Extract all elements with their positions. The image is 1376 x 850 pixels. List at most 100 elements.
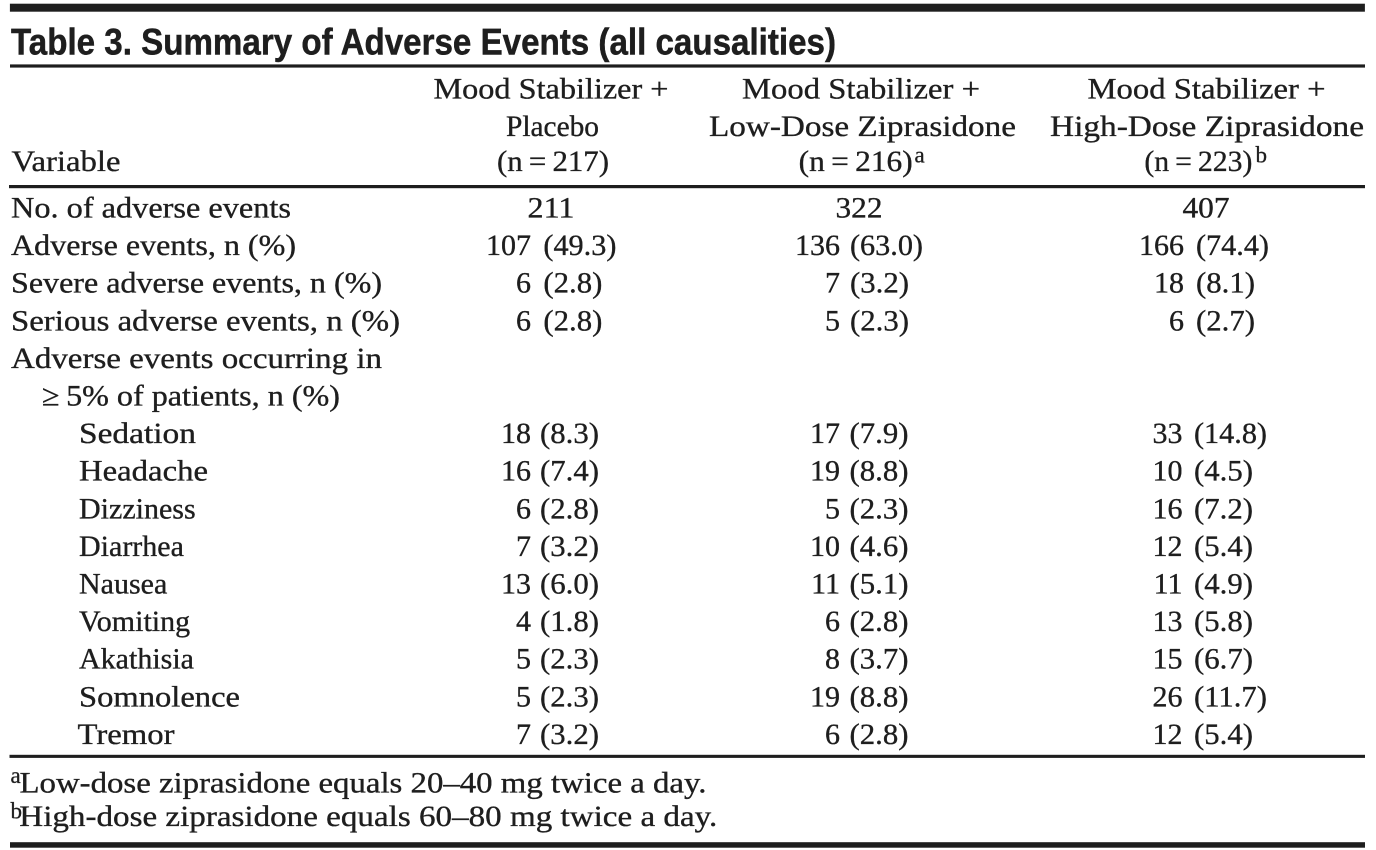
- svg-text:26: 26: [1153, 680, 1183, 713]
- svg-text:(63.0): (63.0): [850, 229, 923, 262]
- svg-text:Mood Stabilizer +: Mood Stabilizer +: [1088, 73, 1326, 106]
- svg-text:Diarrhea: Diarrhea: [79, 530, 184, 563]
- svg-text:(n = 216): (n = 216): [799, 145, 913, 178]
- svg-text:High-dose ziprasidone equals 6: High-dose ziprasidone equals 60–80 mg tw…: [19, 800, 717, 833]
- svg-text:(2.8): (2.8): [540, 492, 599, 525]
- svg-text:6: 6: [516, 267, 531, 300]
- svg-text:(6.7): (6.7): [1194, 643, 1253, 676]
- svg-text:(11.7): (11.7): [1194, 680, 1267, 713]
- svg-text:Serious adverse events, n (%): Serious adverse events, n (%): [11, 304, 400, 337]
- svg-text:19: 19: [810, 680, 840, 713]
- svg-text:4: 4: [516, 605, 531, 638]
- svg-text:(3.2): (3.2): [850, 267, 909, 300]
- svg-text:Nausea: Nausea: [79, 568, 167, 601]
- svg-text:19: 19: [810, 455, 840, 488]
- svg-text:13: 13: [1153, 605, 1183, 638]
- svg-text:(49.3): (49.3): [543, 229, 616, 262]
- svg-text:6: 6: [516, 304, 531, 337]
- svg-text:(8.8): (8.8): [850, 680, 909, 713]
- svg-text:(2.3): (2.3): [850, 304, 909, 337]
- svg-text:Severe adverse events, n (%): Severe adverse events, n (%): [11, 267, 382, 300]
- svg-text:Low-dose ziprasidone equals 20: Low-dose ziprasidone equals 20–40 mg twi…: [20, 767, 707, 800]
- svg-text:(5.1): (5.1): [850, 568, 909, 601]
- svg-text:(2.8): (2.8): [543, 267, 602, 300]
- svg-text:Mood Stabilizer +: Mood Stabilizer +: [434, 73, 669, 106]
- svg-text:(2.8): (2.8): [850, 718, 909, 751]
- svg-text:8: 8: [825, 643, 840, 676]
- svg-text:(2.8): (2.8): [850, 605, 909, 638]
- svg-text:16: 16: [501, 455, 531, 488]
- svg-text:7: 7: [516, 718, 531, 751]
- svg-text:16: 16: [1153, 492, 1183, 525]
- svg-text:(5.4): (5.4): [1194, 718, 1253, 751]
- svg-text:6: 6: [1169, 304, 1184, 337]
- svg-text:b: b: [11, 799, 23, 824]
- svg-text:(n = 217): (n = 217): [497, 145, 609, 178]
- svg-text:(4.6): (4.6): [850, 530, 909, 563]
- svg-text:13: 13: [501, 568, 531, 601]
- svg-text:11: 11: [1154, 568, 1183, 601]
- svg-text:(2.3): (2.3): [850, 492, 909, 525]
- svg-text:≥ 5% of patients, n (%): ≥ 5% of patients, n (%): [42, 380, 340, 413]
- svg-text:(8.8): (8.8): [850, 455, 909, 488]
- svg-text:Adverse events occurring in: Adverse events occurring in: [11, 342, 382, 375]
- svg-text:12: 12: [1153, 718, 1183, 751]
- svg-text:5: 5: [516, 643, 531, 676]
- svg-text:166: 166: [1139, 229, 1184, 262]
- svg-text:10: 10: [810, 530, 840, 563]
- svg-text:5: 5: [825, 304, 840, 337]
- svg-text:107: 107: [486, 229, 531, 262]
- svg-text:(1.8): (1.8): [540, 605, 599, 638]
- svg-text:6: 6: [825, 605, 840, 638]
- svg-text:(2.8): (2.8): [543, 304, 602, 337]
- svg-text:11: 11: [811, 568, 840, 601]
- svg-text:322: 322: [836, 192, 883, 225]
- svg-text:6: 6: [825, 718, 840, 751]
- svg-text:(8.3): (8.3): [540, 417, 599, 450]
- svg-text:Somnolence: Somnolence: [79, 680, 240, 713]
- svg-text:Mood Stabilizer +: Mood Stabilizer +: [742, 73, 980, 106]
- svg-text:(7.4): (7.4): [540, 455, 599, 488]
- svg-text:(5.8): (5.8): [1194, 605, 1253, 638]
- svg-text:6: 6: [516, 492, 531, 525]
- svg-text:7: 7: [825, 267, 840, 300]
- svg-text:7: 7: [516, 530, 531, 563]
- svg-text:(3.7): (3.7): [850, 643, 909, 676]
- svg-text:15: 15: [1153, 643, 1183, 676]
- svg-text:High-Dose Ziprasidone: High-Dose Ziprasidone: [1050, 110, 1364, 143]
- svg-text:Placebo: Placebo: [506, 110, 599, 143]
- svg-text:Tremor: Tremor: [78, 718, 175, 751]
- svg-text:(2.7): (2.7): [1196, 304, 1255, 337]
- svg-text:211: 211: [528, 192, 575, 225]
- svg-text:(6.0): (6.0): [540, 568, 599, 601]
- svg-text:(14.8): (14.8): [1194, 417, 1267, 450]
- svg-text:Variable: Variable: [12, 145, 121, 178]
- svg-text:a: a: [11, 763, 21, 788]
- svg-text:Sedation: Sedation: [79, 417, 196, 450]
- svg-text:17: 17: [810, 417, 840, 450]
- svg-text:(3.2): (3.2): [540, 530, 599, 563]
- svg-text:33: 33: [1153, 417, 1183, 450]
- svg-text:No. of adverse events: No. of adverse events: [11, 192, 291, 225]
- svg-text:5: 5: [516, 680, 531, 713]
- svg-text:Akathisia: Akathisia: [79, 643, 194, 676]
- svg-text:a: a: [915, 143, 925, 168]
- svg-text:18: 18: [501, 417, 531, 450]
- svg-text:18: 18: [1154, 267, 1184, 300]
- svg-text:(4.9): (4.9): [1194, 568, 1253, 601]
- svg-text:12: 12: [1153, 530, 1183, 563]
- svg-text:(7.2): (7.2): [1194, 492, 1253, 525]
- svg-text:b: b: [1256, 143, 1268, 168]
- svg-text:Headache: Headache: [79, 455, 208, 488]
- svg-text:(74.4): (74.4): [1196, 229, 1269, 262]
- svg-text:(7.9): (7.9): [850, 417, 909, 450]
- svg-text:5: 5: [825, 492, 840, 525]
- svg-text:(8.1): (8.1): [1196, 267, 1255, 300]
- svg-text:Low-Dose Ziprasidone: Low-Dose Ziprasidone: [709, 110, 1016, 143]
- svg-text:407: 407: [1183, 192, 1230, 225]
- svg-text:(2.3): (2.3): [540, 680, 599, 713]
- svg-text:136: 136: [795, 229, 840, 262]
- svg-text:Table 3. Summary of Adverse Ev: Table 3. Summary of Adverse Events (all …: [11, 21, 836, 62]
- svg-text:Adverse events, n (%): Adverse events, n (%): [11, 229, 296, 262]
- svg-text:Vomiting: Vomiting: [79, 605, 190, 638]
